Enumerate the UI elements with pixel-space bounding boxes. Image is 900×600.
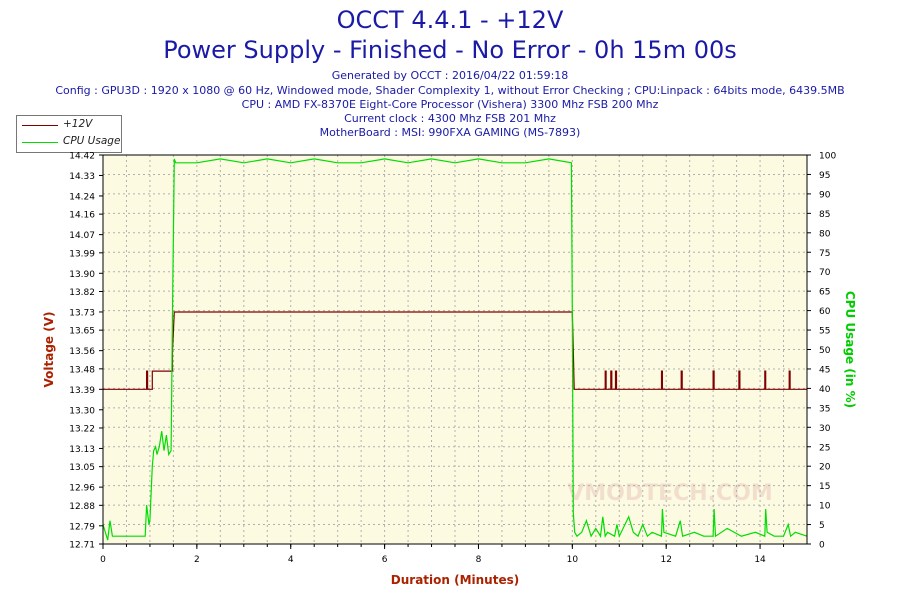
x-tick-label: 8 bbox=[476, 555, 482, 565]
left-tick-label: 13.05 bbox=[69, 463, 95, 473]
right-tick-label: 95 bbox=[819, 171, 830, 181]
right-tick-label: 25 bbox=[819, 443, 830, 453]
x-tick-label: 14 bbox=[754, 555, 766, 565]
left-tick-label: 13.65 bbox=[69, 327, 95, 337]
x-tick-label: 4 bbox=[288, 555, 294, 565]
right-tick-label: 80 bbox=[819, 229, 831, 239]
right-tick-label: 90 bbox=[819, 190, 831, 200]
right-tick-label: 60 bbox=[819, 307, 831, 317]
x-tick-label: 0 bbox=[100, 555, 106, 565]
chart-title: OCCT 4.4.1 - +12V bbox=[336, 6, 564, 34]
x-tick-label: 6 bbox=[382, 555, 388, 565]
motherboard-info: MotherBoard : MSI: 990FXA GAMING (MS-789… bbox=[319, 126, 581, 139]
left-tick-label: 14.33 bbox=[69, 172, 95, 182]
left-tick-label: 12.79 bbox=[69, 522, 95, 532]
generated-info: Generated by OCCT : 2016/04/22 01:59:18 bbox=[331, 69, 569, 82]
legend-label-cpu: CPU Usage bbox=[63, 135, 121, 147]
legend-label-voltage: +12V bbox=[63, 118, 93, 130]
right-tick-label: 5 bbox=[819, 521, 825, 531]
right-tick-label: 45 bbox=[819, 365, 830, 375]
left-tick-label: 13.30 bbox=[69, 406, 95, 416]
right-tick-label: 85 bbox=[819, 210, 830, 220]
left-tick-label: 12.88 bbox=[69, 502, 95, 512]
legend-swatch-voltage bbox=[22, 125, 58, 126]
chart-legend: +12V CPU Usage bbox=[16, 115, 122, 153]
x-tick-label: 2 bbox=[194, 555, 200, 565]
right-tick-label: 70 bbox=[819, 268, 831, 278]
left-tick-label: 13.22 bbox=[69, 424, 95, 434]
x-tick-label: 12 bbox=[660, 555, 671, 565]
right-tick-label: 65 bbox=[819, 288, 830, 298]
left-tick-label: 12.71 bbox=[69, 541, 95, 551]
right-tick-label: 40 bbox=[819, 385, 831, 395]
right-tick-label: 20 bbox=[819, 463, 831, 473]
left-tick-label: 13.82 bbox=[69, 288, 95, 298]
left-tick-label: 13.13 bbox=[69, 445, 95, 455]
left-tick-label: 12.96 bbox=[69, 484, 95, 494]
right-tick-label: 55 bbox=[819, 327, 830, 337]
right-tick-label: 35 bbox=[819, 404, 830, 414]
cpu-info: CPU : AMD FX-8370E Eight-Core Processor … bbox=[241, 98, 659, 111]
x-tick-label: 10 bbox=[567, 555, 579, 565]
left-tick-label: 14.16 bbox=[69, 211, 95, 221]
left-tick-label: 13.48 bbox=[69, 365, 95, 375]
x-axis-label: Duration (Minutes) bbox=[391, 573, 519, 587]
left-tick-label: 14.42 bbox=[69, 152, 95, 162]
left-tick-label: 14.07 bbox=[69, 231, 95, 241]
left-tick-label: 13.73 bbox=[69, 308, 95, 318]
y-axis-label-right: CPU Usage (in %) bbox=[843, 291, 857, 408]
legend-swatch-cpu bbox=[22, 142, 58, 143]
right-tick-label: 0 bbox=[819, 541, 825, 551]
left-tick-label: 13.99 bbox=[69, 249, 95, 259]
config-info: Config : GPU3D : 1920 x 1080 @ 60 Hz, Wi… bbox=[55, 84, 845, 97]
legend-item-cpu: CPU Usage bbox=[17, 134, 121, 150]
plot-border bbox=[102, 154, 808, 545]
left-tick-label: 14.24 bbox=[69, 192, 95, 202]
left-tick-label: 13.56 bbox=[69, 347, 95, 357]
right-tick-label: 100 bbox=[819, 152, 836, 162]
clock-info: Current clock : 4300 Mhz FSB 201 Mhz bbox=[344, 112, 556, 125]
left-tick-label: 13.90 bbox=[69, 270, 95, 280]
series-line-cpu-usage bbox=[102, 158, 808, 541]
legend-item-voltage: +12V bbox=[17, 117, 121, 133]
right-tick-label: 75 bbox=[819, 249, 830, 259]
watermark-text: VMODTECH.COM bbox=[567, 481, 773, 506]
right-tick-label: 50 bbox=[819, 346, 831, 356]
right-tick-label: 10 bbox=[819, 502, 831, 512]
chart-subtitle: Power Supply - Finished - No Error - 0h … bbox=[163, 36, 737, 64]
left-tick-label: 13.39 bbox=[69, 386, 95, 396]
y-axis-label-left: Voltage (V) bbox=[42, 312, 56, 388]
right-tick-label: 15 bbox=[819, 482, 830, 492]
right-tick-label: 30 bbox=[819, 424, 831, 434]
